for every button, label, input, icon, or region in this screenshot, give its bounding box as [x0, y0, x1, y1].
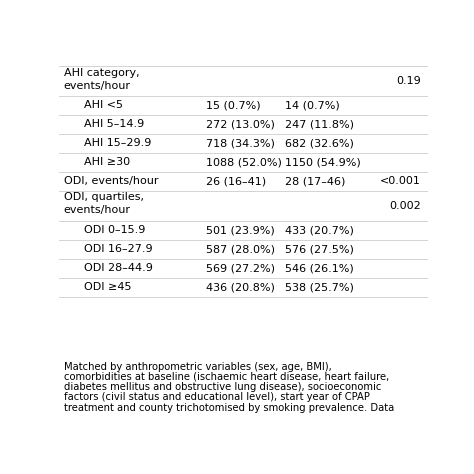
Text: ODI 0–15.9: ODI 0–15.9 — [84, 225, 145, 235]
Text: 14 (0.7%): 14 (0.7%) — [285, 100, 340, 110]
Text: ODI ≥45: ODI ≥45 — [84, 282, 131, 292]
Text: <0.001: <0.001 — [380, 176, 421, 186]
Text: 682 (32.6%): 682 (32.6%) — [285, 138, 354, 148]
Text: ODI, events/hour: ODI, events/hour — [64, 176, 158, 186]
Text: 433 (20.7%): 433 (20.7%) — [285, 225, 354, 235]
Text: 15 (0.7%): 15 (0.7%) — [206, 100, 261, 110]
Text: 0.19: 0.19 — [396, 76, 421, 86]
Text: 28 (17–46): 28 (17–46) — [285, 176, 346, 186]
Text: ODI 16–27.9: ODI 16–27.9 — [84, 244, 153, 254]
Text: events/hour: events/hour — [64, 205, 131, 215]
Text: ODI 28–44.9: ODI 28–44.9 — [84, 263, 153, 273]
Text: 1150 (54.9%): 1150 (54.9%) — [285, 157, 361, 167]
Text: 569 (27.2%): 569 (27.2%) — [206, 263, 275, 273]
Text: treatment and county trichotomised by smoking prevalence. Data: treatment and county trichotomised by sm… — [64, 402, 394, 412]
Text: factors (civil status and educational level), start year of CPAP: factors (civil status and educational le… — [64, 392, 370, 402]
Text: 546 (26.1%): 546 (26.1%) — [285, 263, 354, 273]
Text: 436 (20.8%): 436 (20.8%) — [206, 282, 275, 292]
Text: 247 (11.8%): 247 (11.8%) — [285, 119, 354, 129]
Text: events/hour: events/hour — [64, 81, 131, 91]
Text: AHI 15–29.9: AHI 15–29.9 — [84, 138, 151, 148]
Text: AHI 5–14.9: AHI 5–14.9 — [84, 119, 144, 129]
Text: ODI, quartiles,: ODI, quartiles, — [64, 192, 144, 202]
Text: 587 (28.0%): 587 (28.0%) — [206, 244, 275, 254]
Text: AHI <5: AHI <5 — [84, 100, 123, 110]
Text: 26 (16–41): 26 (16–41) — [206, 176, 266, 186]
Text: 576 (27.5%): 576 (27.5%) — [285, 244, 354, 254]
Text: 0.002: 0.002 — [389, 201, 421, 211]
Text: 718 (34.3%): 718 (34.3%) — [206, 138, 275, 148]
Text: AHI ≥30: AHI ≥30 — [84, 157, 130, 167]
Text: 501 (23.9%): 501 (23.9%) — [206, 225, 275, 235]
Text: 272 (13.0%): 272 (13.0%) — [206, 119, 275, 129]
Text: 1088 (52.0%): 1088 (52.0%) — [206, 157, 282, 167]
Text: comorbidities at baseline (ischaemic heart disease, heart failure,: comorbidities at baseline (ischaemic hea… — [64, 372, 389, 382]
Text: AHI category,: AHI category, — [64, 67, 139, 78]
Text: diabetes mellitus and obstructive lung disease), socioeconomic: diabetes mellitus and obstructive lung d… — [64, 382, 381, 392]
Text: Matched by anthropometric variables (sex, age, BMI),: Matched by anthropometric variables (sex… — [64, 362, 331, 372]
Text: 538 (25.7%): 538 (25.7%) — [285, 282, 354, 292]
